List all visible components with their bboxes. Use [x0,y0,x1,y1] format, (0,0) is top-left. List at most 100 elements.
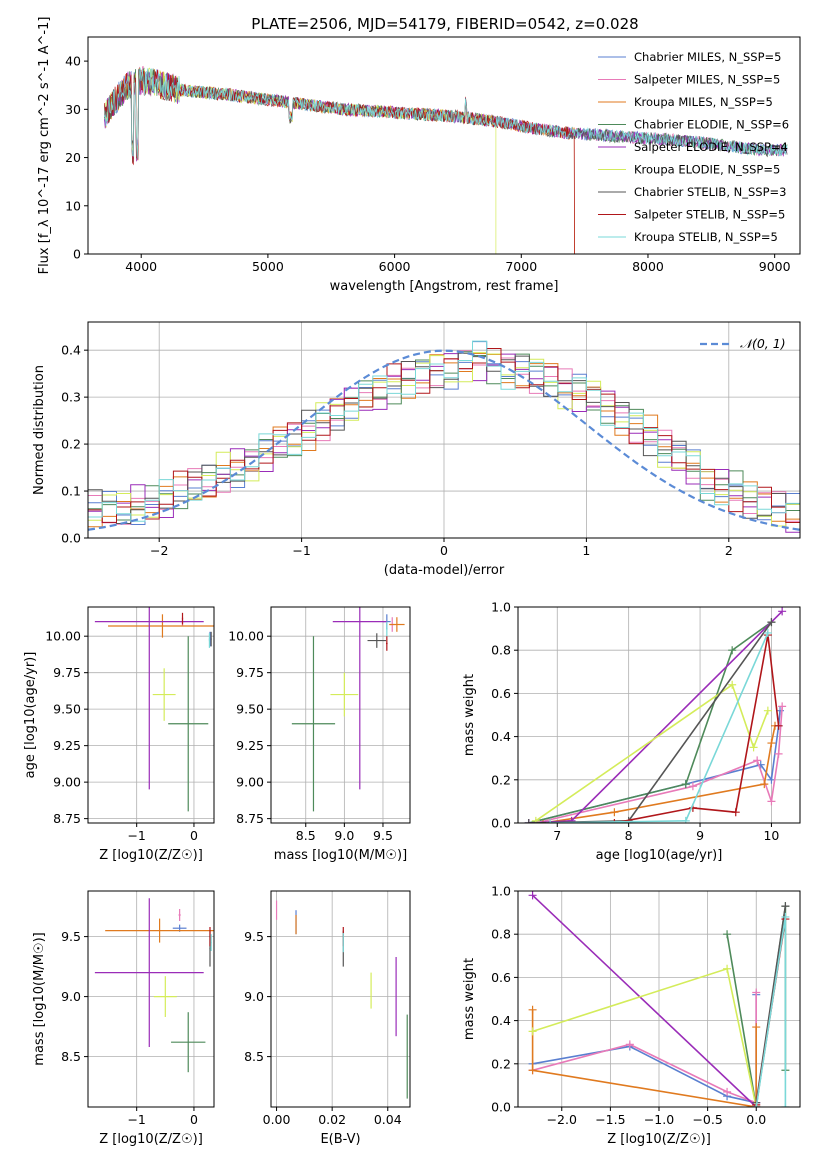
errorbar-point-5 [94,898,204,1047]
tick-label-x: 2 [725,543,733,558]
tick-label-y: 40 [65,54,81,69]
plus-marker [546,819,555,823]
plus-marker [681,780,690,789]
tick-label-x: 0 [190,1112,198,1127]
tick-label-x: 9.0 [334,828,354,843]
legend-entry: Kroupa STELIB, N_SSP=5 [634,230,778,244]
errorbar-point-5 [332,607,387,790]
errorbar-point-3 [105,918,214,943]
errorbar-point-8 [209,927,211,947]
tick-label-y: 0.4 [61,343,81,358]
tick-label-x: 8 [625,828,633,843]
plus-marker [625,1040,634,1049]
errorbar-point-8 [181,612,184,625]
mass-weight-series-2 [532,992,757,1104]
plot-area [94,607,214,812]
panel-residuals: −2 −1 0 1 2 0.0 0.1 0.2 0.3 0.4 (data-model)/error… [32,321,801,578]
axes-frame [270,890,411,1108]
tick-label-x: 1 [582,543,590,558]
legend-entry: 𝒩(0, 1) [740,336,786,351]
errorbar-point-3 [108,614,214,638]
tick-label-y: 9.00 [236,775,264,790]
histogram-series-7 [88,352,800,524]
spectrum-series-9 [104,67,788,159]
plus-marker [610,819,619,823]
x-axis-label: Z [log10(Z/Z☉)] [607,1132,711,1147]
tick-label-y: 0.0 [491,816,511,831]
mass-weight-series-3 [531,1009,757,1107]
tick-label-y: 0.1 [61,484,81,499]
tick-label-x: −1.0 [644,1112,674,1127]
plus-marker [767,618,776,627]
errorbar-point-9 [386,621,388,637]
tick-label-x: −0.5 [692,1112,722,1127]
tick-label-y: 0.8 [491,643,511,658]
tick-label-y: 9.00 [53,775,81,790]
plus-marker [763,628,772,637]
errorbar-point-9 [208,633,211,648]
tick-label-y: 10.00 [228,629,264,644]
plus-marker [763,706,772,715]
plus-marker [528,1066,537,1075]
plus-marker [723,1087,732,1096]
tick-label-y: 0.2 [61,437,81,452]
tick-label-y: 0.0 [491,1100,511,1115]
tick-label-x: −1.5 [595,1112,625,1127]
plot-area [291,607,405,812]
plus-marker [688,782,697,791]
errorbar-point-9 [210,934,212,951]
plus-marker [528,1027,537,1036]
x-axis-label: mass [log10(M/M☉)] [274,848,407,863]
y-axis-label: Flux [f_λ 10^-17 erg cm^-2 s^-1 A^-1] [37,17,52,275]
tick-label-y: 1.0 [491,600,511,615]
tick-label-x: −2 [150,543,168,558]
plus-marker [778,607,787,616]
plus-marker [728,680,737,689]
plus-marker [752,988,761,997]
tick-label-y: 0.4 [491,729,511,744]
tick-label-y: 10 [65,198,81,213]
tick-label-x: 0 [440,543,448,558]
spectrum-series-8 [104,69,575,254]
panel-mass_vs_Z: −1 0 8.5 9.0 9.5 Z [log10(Z/Z☉)] mass [log10(M… [32,890,215,1147]
tick-label-x: 7000 [505,259,537,274]
legend: Chabrier MILES, N_SSP=5 Salpeter MILES, N… [598,50,789,244]
errorbar-point-2 [178,909,181,921]
legend-entry: Kroupa MILES, N_SSP=5 [634,95,773,109]
plot-area [88,340,800,533]
plus-marker [752,1103,761,1107]
axes-frame [270,606,411,824]
y-axis-label: mass [log10(M/M☉)] [32,932,47,1065]
tick-label-y: 0.0 [61,531,81,546]
mass-weight-series-5 [532,894,757,1107]
errorbar-point-7 [367,633,387,648]
errorbar-point-6 [153,976,177,1017]
panel-mass_weight_vs_Z: −2.0 −1.5 −1.0 −0.5 0.0 0.0 0.2 0.4 0.6 0.8 1.0 Z [… [462,884,801,1147]
tick-label-x: 8.5 [296,828,316,843]
plus-marker [531,816,540,823]
legend-entry: Chabrier STELIB, N_SSP=3 [634,185,786,199]
legend-entry: Salpeter ELODIE, N_SSP=4 [634,140,788,154]
tick-label-y: 9.5 [244,929,264,944]
tick-label-x: −2.0 [547,1112,577,1127]
panel-mass_vs_ebv: 0.00 0.02 0.04 8.5 9.0 9.5 E(B-V) [244,890,411,1147]
plus-marker [528,891,537,900]
tick-label-y: 0.6 [491,970,511,985]
mass-weight-series-3 [542,725,776,823]
mass-weight-series-4 [528,621,772,823]
panel-age_vs_mass: 8.5 9.0 9.5 8.75 9.00 9.25 9.50 9.75 10.00 mass [… [228,606,411,863]
axes-frame [87,890,215,1108]
tick-label-x: 9.5 [373,828,393,843]
y-axis-label: mass weight [462,958,477,1040]
errorbar-point-4 [171,1012,206,1073]
tick-label-y: 9.5 [61,929,81,944]
plot-area [528,891,790,1107]
plus-marker [528,1005,537,1014]
legend-entry: Chabrier ELODIE, N_SSP=6 [634,118,789,132]
y-axis-label: mass weight [462,674,477,756]
errorbar-point-6 [330,672,359,717]
plus-marker [767,739,776,748]
errorbar-point-8 [386,636,388,651]
tick-label-x: 4000 [125,259,157,274]
errorbar-point-3 [389,617,405,632]
